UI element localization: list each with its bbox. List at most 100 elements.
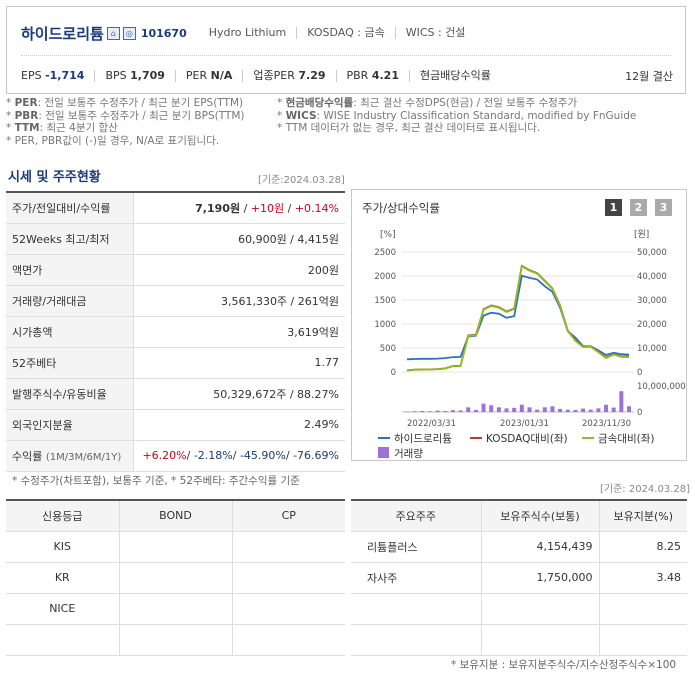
notes-left: * PER: 전일 보통주 수정주가 / 최근 분기 EPS(TTM) * PB…: [6, 97, 245, 147]
x-tick-label: 2022/03/31: [407, 419, 456, 429]
eng-name: Hydro Lithium: [208, 26, 287, 39]
volume-bar: [481, 403, 486, 412]
left-unit: [%]: [380, 230, 396, 240]
volume-bar: [473, 409, 478, 412]
quote-table: 주가/전일대비/수익률 7,190원 / +10원 / +0.14% 52Wee…: [6, 191, 345, 472]
right-tick-label: 30,000: [637, 296, 667, 306]
volume-bar: [573, 409, 578, 412]
table-row: [351, 593, 687, 625]
settlement-month: 12월 결산: [625, 70, 673, 83]
stat-dividend-yield: 현금배당수익률: [408, 70, 501, 82]
stat-row: EPS -1,714 BPS 1,709 PER N/A 업종PER 7.29 …: [21, 67, 673, 85]
legend-volume: 거래량: [394, 448, 423, 460]
volume-bar: [596, 408, 601, 412]
section-date: [기준:2024.03.28]: [258, 175, 345, 186]
shareholder-date: [기준: 2024.03.28]: [600, 484, 691, 495]
left-tick-label: 500: [380, 344, 396, 354]
right-tick-label: 50,000: [637, 248, 667, 258]
price-chart-panel: 주가/상대수익률 1 2 3 [%] [원] 2500 2000 1500 1000 5…: [351, 189, 687, 461]
series-line-1: [406, 264, 630, 372]
right-tick-label: 40,000: [637, 272, 667, 282]
stat-industry-per: 업종PER 7.29: [242, 70, 335, 82]
left-tick-label: 1500: [374, 296, 396, 306]
left-tick-label: 2000: [374, 272, 396, 282]
price-value: 7,190원 / +10원 / +0.14%: [133, 192, 345, 224]
row-label: 주가/전일대비/수익률: [6, 192, 134, 224]
left-tick-label: 0: [391, 368, 396, 378]
company-name[interactable]: 하이드로리튬: [21, 24, 104, 43]
title-row: 하이드로리튬 ⌂ ◎ 101670 Hydro Lithium KOSDAQ :…: [21, 21, 475, 45]
chart-page-1-button[interactable]: 1: [605, 199, 622, 216]
chart-title: 주가/상대수익률: [362, 201, 440, 215]
volume-bar: [611, 407, 616, 412]
legend-metal: 금속대비(좌): [598, 433, 655, 445]
series-line-2: [406, 264, 630, 372]
company-header: 하이드로리튬 ⌂ ◎ 101670 Hydro Lithium KOSDAQ :…: [6, 6, 686, 94]
table-row: 외국인지분율 2.49%: [6, 409, 345, 441]
volume-bar: [558, 408, 563, 412]
table-row: [6, 624, 345, 656]
volume-bar: [519, 404, 524, 412]
left-tick-label: 2500: [374, 248, 396, 258]
report-icon[interactable]: ◎: [122, 26, 136, 40]
volume-bar: [535, 409, 540, 412]
left-tick-label: 1000: [374, 320, 396, 330]
returns-label: 수익률 (1M/3M/6M/1Y): [6, 440, 134, 472]
volume-tick-label: 0: [637, 408, 642, 418]
table-row: 52주베타 1.77: [6, 347, 345, 379]
table-row: 주가/전일대비/수익률 7,190원 / +10원 / +0.14%: [6, 192, 345, 224]
chart-page-2-button[interactable]: 2: [630, 199, 647, 216]
volume-bar: [565, 409, 570, 412]
table-header: 신용등급 BOND CP: [6, 500, 345, 532]
volume-tick-label: 10,000,000: [637, 382, 686, 392]
legend-swatch-volume: [378, 447, 389, 458]
legend-hydrolithium: 하이드로리튬: [394, 432, 452, 445]
volume-bar: [458, 410, 463, 412]
volume-bar: [512, 407, 517, 412]
major-shareholders-table: 주요주주 보유주식수(보통) 보유지분(%) 리튬플러스 4,154,439 8.2…: [351, 499, 687, 656]
holders-footnote: * 보유지분 : 보유지분주식수/지수산정주식수×100: [451, 659, 677, 671]
table-row: 자사주 1,750,000 3.48: [351, 562, 687, 594]
volume-bar: [527, 407, 532, 412]
volume-bar: [466, 407, 471, 412]
right-unit: [원]: [634, 229, 649, 240]
notes-right: * 현금배당수익률: 최근 결산 수정DPS(현금) / 전일 보통주 수정주가…: [277, 97, 637, 134]
quote-footnote: * 수정주가(차트포함), 보통주 기준, * 52주베타: 주간수익률 기준: [12, 475, 300, 487]
stat-per: PER N/A: [174, 70, 242, 82]
home-icon[interactable]: ⌂: [106, 26, 120, 40]
volume-bar: [427, 411, 432, 412]
right-tick-label: 10,000: [637, 344, 667, 354]
volume-bar: [420, 410, 425, 412]
table-header: 주요주주 보유주식수(보통) 보유지분(%): [351, 500, 687, 532]
x-tick-label: 2023/01/31: [500, 419, 549, 429]
header-divider: [21, 55, 671, 56]
volume-bar: [496, 407, 501, 412]
volume-bar: [604, 404, 609, 412]
legend-kosdaq: KOSDAQ대비(좌): [486, 433, 568, 445]
volume-bar: [588, 409, 593, 412]
returns-values: +6.20%/ -2.18%/ -45.90%/ -76.69%: [133, 440, 345, 472]
volume-bar: [489, 405, 494, 412]
volume-bar: [581, 408, 586, 412]
market-info: KOSDAQ : 금속: [296, 27, 394, 39]
table-row: KR: [6, 562, 345, 594]
volume-bar: [504, 408, 509, 412]
table-row: KIS: [6, 531, 345, 563]
volume-bar: [542, 407, 547, 412]
right-tick-label: 20,000: [637, 320, 667, 330]
volume-bar: [435, 410, 440, 412]
volume-bar: [405, 411, 409, 412]
table-row: NICE: [6, 593, 345, 625]
stat-pbr: PBR 4.21: [335, 70, 409, 82]
table-row: 액면가 200원: [6, 254, 345, 286]
right-tick-label: 0: [637, 368, 642, 378]
volume-bar: [627, 406, 631, 412]
volume-bar: [450, 410, 455, 412]
table-row: 52Weeks 최고/최저 60,900원 / 4,415원: [6, 223, 345, 255]
chart-page-3-button[interactable]: 3: [655, 199, 672, 216]
x-tick-label: 2023/11/30: [582, 419, 631, 429]
stat-bps: BPS 1,709: [94, 70, 174, 82]
table-row: 거래량/거래대금 3,561,330주 / 261억원: [6, 285, 345, 317]
wics-info: WICS : 건설: [394, 27, 476, 39]
table-row: [351, 624, 687, 656]
